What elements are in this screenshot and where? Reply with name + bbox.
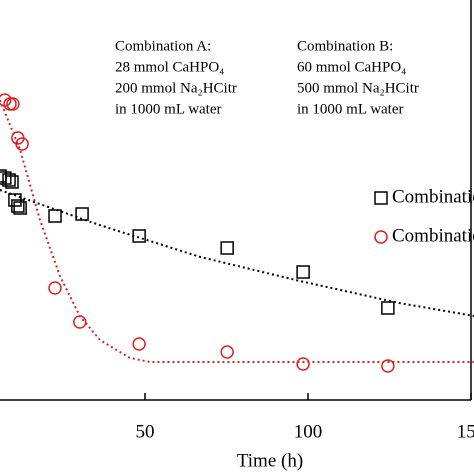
annotation: in 1000 mL water	[115, 101, 222, 117]
data-point	[5, 175, 19, 189]
data-point	[11, 199, 25, 213]
legend-marker	[374, 191, 388, 205]
data-point	[296, 265, 310, 279]
annotation: 60 mmol CaHPO₄	[297, 59, 406, 75]
data-point	[48, 209, 62, 223]
data-point	[132, 229, 146, 243]
legend-label: Combination B	[392, 225, 474, 246]
x-tick-label: 150	[457, 421, 474, 442]
data-point	[0, 171, 12, 185]
data-point	[220, 241, 234, 255]
data-point	[13, 201, 27, 215]
legend-label: Combination A	[392, 186, 474, 207]
annotation: 500 mmol Na₂HCitr	[297, 80, 419, 96]
legend-marker	[374, 230, 388, 244]
annotation: 200 mmol Na₂HCitr	[115, 80, 237, 96]
data-point	[220, 345, 234, 359]
data-point	[132, 337, 146, 351]
data-point	[296, 357, 310, 371]
annotation: Combination B:	[297, 38, 393, 54]
data-point	[6, 97, 20, 111]
data-point	[15, 137, 29, 151]
data-point	[73, 315, 87, 329]
annotation: 28 mmol CaHPO₄	[115, 59, 224, 75]
x-tick-label: 50	[136, 421, 155, 442]
annotation: in 1000 mL water	[297, 101, 404, 117]
annotation: Combination A:	[115, 38, 211, 54]
data-point	[48, 281, 62, 295]
data-point	[381, 359, 395, 373]
data-point	[381, 301, 395, 315]
data-point	[75, 207, 89, 221]
x-tick-label: 100	[294, 421, 323, 442]
x-axis-label: Time (h)	[237, 450, 303, 471]
data-point	[2, 173, 16, 187]
